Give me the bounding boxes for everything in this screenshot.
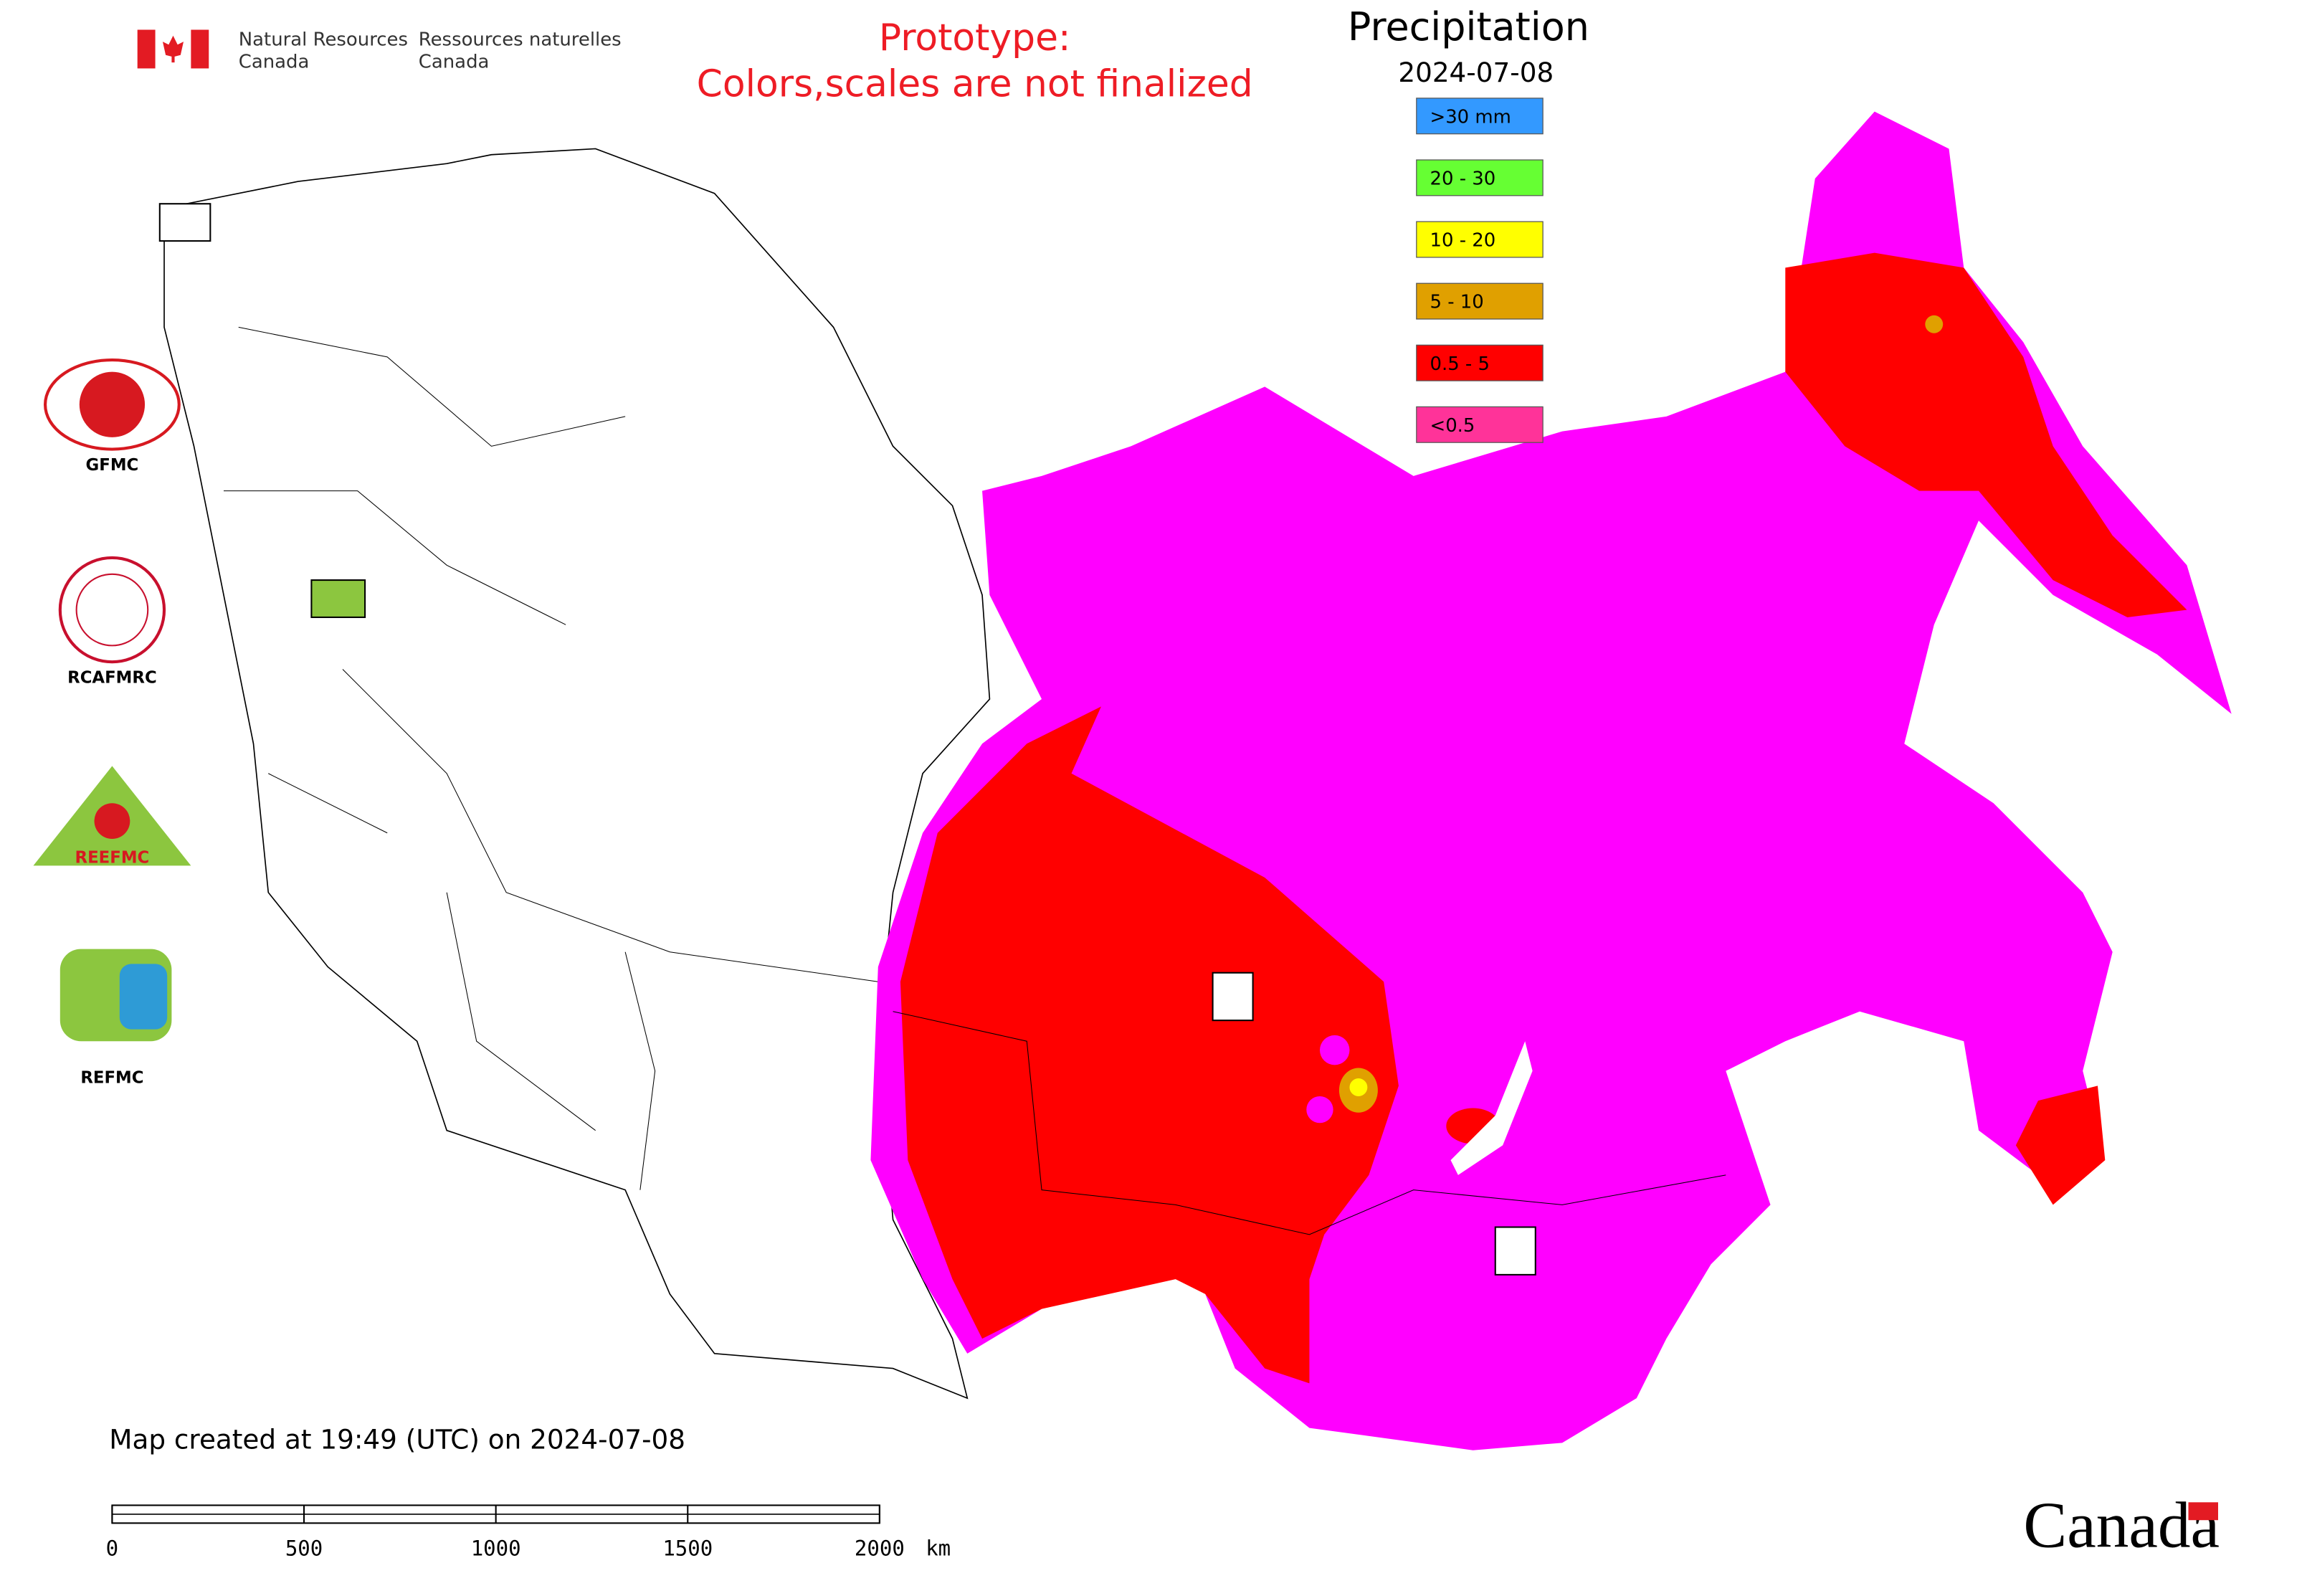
- scale-tick-label: 500: [285, 1536, 323, 1561]
- internal-borders: [893, 1011, 1726, 1235]
- legend-swatch: [1416, 159, 1544, 196]
- logo-gfmc: [79, 371, 146, 437]
- canada-wordmark: Canada: [2023, 1489, 2220, 1562]
- internal-borders: [224, 326, 878, 1190]
- logo-caption: GFMC: [86, 456, 139, 475]
- logo-caption: RCAFMRC: [67, 668, 157, 687]
- department-fr: Canada: [419, 52, 490, 73]
- country-outlines: [163, 148, 991, 1400]
- legend-label: 5 - 10: [1430, 292, 1483, 313]
- logo-caption: REFMC: [80, 1069, 143, 1088]
- department-en: Natural Resources: [239, 29, 408, 51]
- legend: >30 mm 20 - 30 10 - 20 5 - 10 0.5 - 5 <0.5: [1416, 98, 1544, 443]
- scale-tick-label: 1500: [662, 1536, 713, 1561]
- legend-title: Precipitation: [1348, 4, 1589, 49]
- legend-label: 10 - 20: [1430, 230, 1495, 252]
- site-marker: [158, 203, 211, 242]
- prototype-notice: Prototype:: [879, 16, 1071, 60]
- site-marker: [310, 579, 366, 618]
- scale-tick-label: 0: [106, 1536, 118, 1561]
- lake: [1450, 1041, 1533, 1175]
- legend-swatch: [1416, 282, 1544, 320]
- logo-reefmc: [94, 803, 130, 840]
- precip-area-mid: [900, 706, 1399, 1384]
- scale-bar: 0 500 1000 1500 2000 km: [106, 1504, 951, 1561]
- maple-leaf: [162, 35, 184, 63]
- legend-label: 20 - 30: [1430, 168, 1495, 189]
- flag-bar: [191, 29, 209, 69]
- legend-label: 0.5 - 5: [1430, 353, 1490, 375]
- logo-refmc: [119, 964, 168, 1030]
- prototype-notice: Colors,scales are not finalized: [697, 62, 1253, 105]
- precip-area-high: [1925, 315, 1944, 333]
- logo-gfmc: [43, 358, 181, 451]
- scale-tick-label: 2000: [855, 1536, 905, 1561]
- precip-area-mid: [1785, 252, 2187, 617]
- legend-swatch: [1416, 406, 1544, 443]
- site-marker: [1212, 972, 1254, 1022]
- department-en: Canada: [239, 52, 310, 73]
- legend-label: >30 mm: [1430, 106, 1511, 128]
- flag-bar: [137, 29, 156, 69]
- precip-area-higher: [1349, 1078, 1368, 1096]
- department-fr: Ressources naturelles: [419, 29, 622, 51]
- legend-swatch: [1416, 221, 1544, 258]
- logo-rcafmrc: [58, 556, 166, 664]
- scale-tick-label: 1000: [471, 1536, 521, 1561]
- precip-area-low: [1319, 1035, 1350, 1065]
- wordmark-flag: [2188, 1502, 2218, 1521]
- legend-swatch: [1416, 98, 1544, 135]
- scale-unit: km: [926, 1536, 951, 1561]
- precip-area-low: [1306, 1096, 1333, 1124]
- creation-note: Map created at 19:49 (UTC) on 2024-07-08: [109, 1424, 685, 1455]
- logo-rcafmrc: [75, 573, 149, 647]
- legend-label: <0.5: [1430, 415, 1475, 437]
- logo-text: REEFMC: [75, 849, 150, 868]
- legend-swatch: [1416, 344, 1544, 381]
- site-marker: [1494, 1226, 1536, 1276]
- legend-date: 2024-07-08: [1398, 57, 1554, 88]
- precip-area-mid: [2015, 1086, 2106, 1205]
